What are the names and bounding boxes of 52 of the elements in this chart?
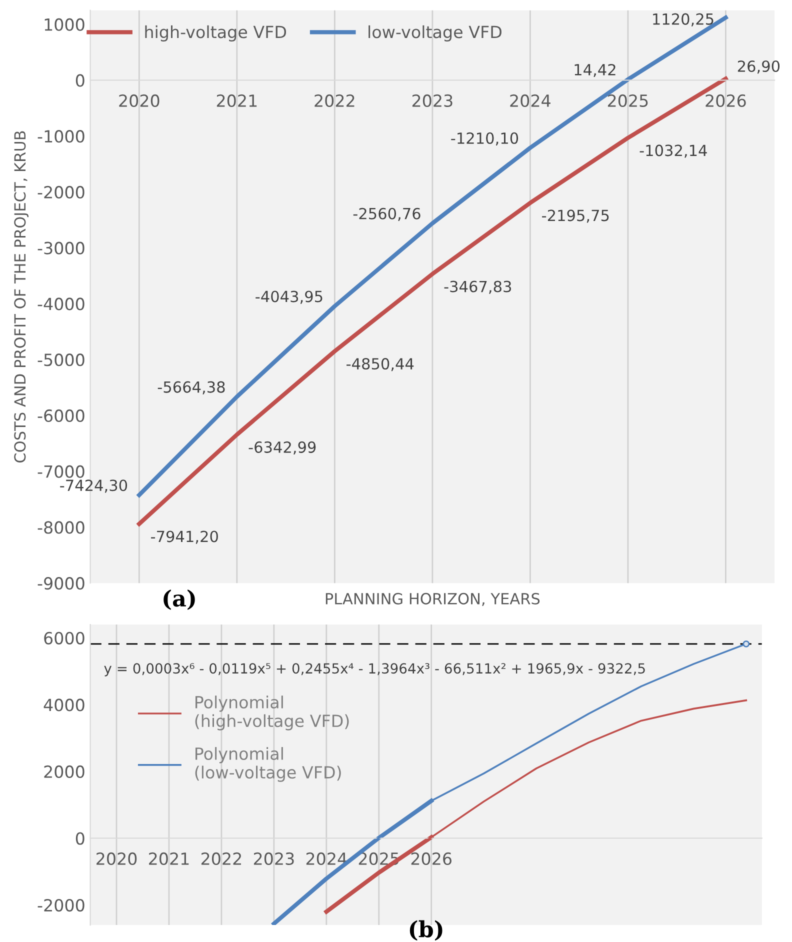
y-tick-label: -3000 bbox=[38, 242, 84, 254]
data-label: -4850,44 bbox=[346, 358, 414, 372]
data-label: -6342,99 bbox=[248, 441, 316, 455]
y-tick-label: 2000 bbox=[44, 765, 84, 778]
y-tick-label: 4000 bbox=[44, 698, 84, 712]
data-label: -2195,75 bbox=[542, 210, 609, 223]
x-axis-title: PLANNING HORIZON, YEARS bbox=[326, 592, 540, 606]
x-tick-label: 2024 bbox=[306, 852, 347, 866]
x-tick-label: 2022 bbox=[201, 852, 241, 866]
y-tick-label: -5000 bbox=[38, 354, 84, 366]
data-label: 1120,25 bbox=[653, 13, 714, 26]
text: (a) bbox=[164, 590, 195, 610]
y-tick-label: -1000 bbox=[38, 130, 84, 143]
annotation: y = 0,0003x⁶ - 0,0119x⁵ + 0,2455x⁴ - 1,3964x³ - 66,511x² + 1965,9x - 9322,5 bbox=[104, 663, 645, 676]
y-axis-title: COSTS AND PROFIT OF THE PROJECT, KRUB bbox=[14, 131, 29, 462]
legend-label: Polynomial (high-voltage VFD) bbox=[195, 696, 349, 730]
data-label: 14,42 bbox=[574, 64, 616, 78]
data-label: -1032,14 bbox=[640, 144, 707, 158]
data-label: -4043,95 bbox=[256, 290, 322, 304]
y-tick-label: 0 bbox=[76, 74, 84, 87]
data-label: -5664,38 bbox=[158, 381, 225, 394]
legend-label: high-voltage VFD bbox=[145, 25, 286, 42]
x-tick-label: 2024 bbox=[510, 94, 550, 107]
x-tick-label: 2023 bbox=[254, 852, 294, 866]
y-tick-label: 1000 bbox=[44, 18, 84, 31]
x-tick-label: 2020 bbox=[119, 94, 160, 107]
x-tick-label: 2025 bbox=[608, 94, 648, 107]
x-tick-label: 2023 bbox=[412, 94, 452, 107]
data-label: -7941,20 bbox=[151, 530, 218, 544]
x-tick-label: 2021 bbox=[216, 94, 257, 107]
data-label: -7424,30 bbox=[60, 480, 128, 493]
y-tick-label: -4000 bbox=[38, 298, 84, 310]
y-tick-label: -8000 bbox=[38, 521, 84, 534]
data-label: 26,90 bbox=[738, 60, 780, 74]
data-label: -2560,76 bbox=[353, 208, 420, 221]
legend-label: low-voltage VFD bbox=[368, 25, 502, 42]
y-tick-label: -6000 bbox=[38, 409, 84, 422]
y-tick-label: -2000 bbox=[38, 186, 84, 199]
data-label: -3467,83 bbox=[444, 280, 512, 294]
y-tick-label: 0 bbox=[76, 832, 84, 845]
y-tick-label: -7000 bbox=[38, 465, 84, 478]
x-tick-label: 2026 bbox=[706, 94, 746, 107]
y-tick-label: 6000 bbox=[44, 632, 84, 644]
data-label: -1210,10 bbox=[451, 132, 518, 146]
y-tick-label: -9000 bbox=[38, 577, 84, 590]
legend-label: Polynomial (low-voltage VFD) bbox=[195, 747, 341, 782]
x-tick-label: 2026 bbox=[411, 852, 452, 866]
x-tick-label: 2021 bbox=[149, 852, 189, 866]
x-tick-label: 2020 bbox=[96, 852, 137, 866]
annotation: (b) bbox=[410, 920, 442, 941]
x-tick-label: 2022 bbox=[314, 94, 354, 107]
y-tick-label: -2000 bbox=[38, 898, 84, 912]
